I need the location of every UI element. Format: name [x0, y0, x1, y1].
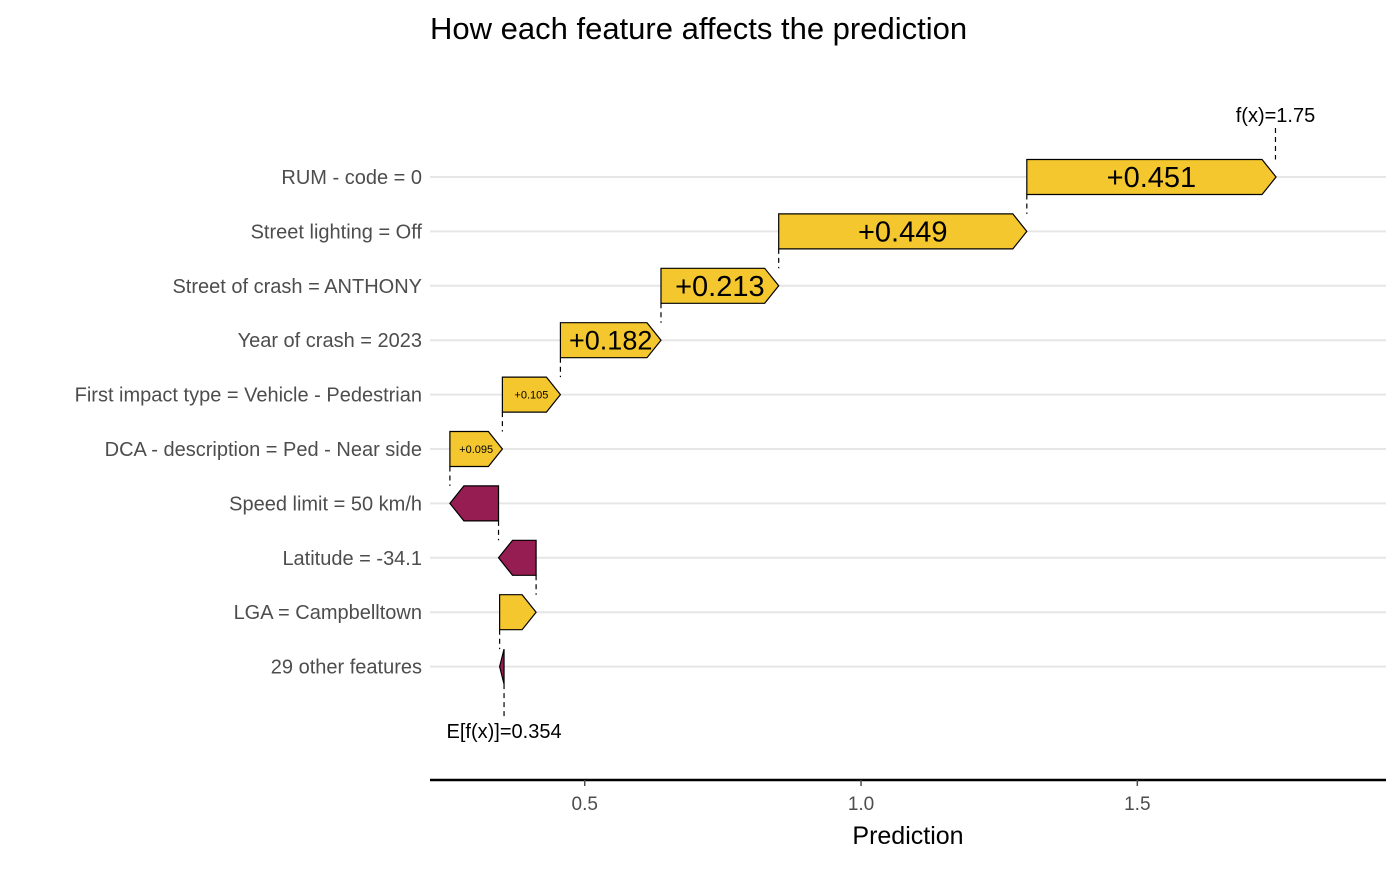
feature-label: RUM - code = 0: [281, 167, 422, 189]
annotations: f(x)=1.75 E[f(x)]=0.354: [447, 105, 1316, 743]
feature-label: Street of crash = ANTHONY: [172, 276, 422, 298]
y-axis-labels: RUM - code = 0 Street lighting = Off Stree…: [75, 167, 423, 679]
x-tick-label: 1.5: [1124, 794, 1150, 815]
contribution-bar: [449, 485, 500, 522]
contribution-bar: [499, 594, 537, 631]
x-axis-ticks: 0.5 1.0 1.5: [572, 780, 1151, 815]
feature-label: Street lighting = Off: [251, 221, 423, 243]
feature-label: 29 other features: [271, 657, 422, 679]
x-tick-label: 0.5: [572, 794, 598, 815]
contribution-bar: [559, 322, 662, 359]
contribution-bar: [497, 539, 537, 576]
bar-value-label: +0.105: [514, 389, 548, 401]
base-value-label: E[f(x)]=0.354: [447, 721, 562, 743]
bar-value-label: +0.449: [858, 217, 948, 249]
x-axis-label: Prediction: [852, 822, 963, 850]
connector-layer: [449, 128, 1277, 718]
feature-label: Speed limit = 50 km/h: [229, 493, 422, 515]
bar-value-label: +0.451: [1107, 162, 1197, 194]
final-value-label: f(x)=1.75: [1236, 105, 1315, 127]
contribution-bar: [501, 376, 562, 413]
feature-label: First impact type = Vehicle - Pedestrian: [75, 385, 422, 407]
bar-layer: +0.451 +0.449 +0.213 +0.182 +0.105 +0.095: [449, 158, 1277, 685]
x-tick-label: 1.0: [848, 794, 874, 815]
contribution-bar: [660, 267, 780, 304]
bar-value-label: +0.213: [675, 271, 765, 303]
chart-title: How each feature affects the prediction: [430, 11, 967, 46]
grid-layer: [430, 176, 1386, 668]
contribution-bar: [499, 648, 505, 685]
bar-value-label: +0.182: [569, 326, 652, 356]
contribution-bar: [778, 213, 1028, 250]
feature-label: Year of crash = 2023: [238, 330, 422, 352]
feature-label: Latitude = -34.1: [282, 548, 422, 570]
feature-label: LGA = Campbelltown: [234, 602, 422, 624]
feature-label: DCA - description = Ped - Near side: [105, 439, 422, 461]
contribution-bar: [1026, 158, 1277, 196]
bar-value-label: +0.095: [459, 444, 493, 456]
contribution-bar: [449, 430, 504, 468]
